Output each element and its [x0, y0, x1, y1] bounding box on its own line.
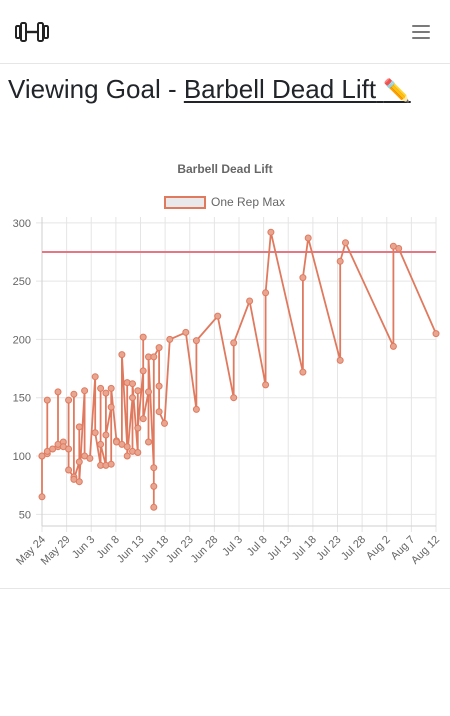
- data-point: [86, 454, 94, 462]
- page-title: Viewing Goal - Barbell Dead Lift ✏️: [8, 71, 411, 109]
- data-point: [342, 239, 349, 247]
- data-point: [129, 380, 136, 388]
- data-point: [75, 478, 83, 486]
- x-tick-label: Jul 23: [314, 534, 343, 563]
- data-point: [389, 342, 397, 350]
- x-tick-label: Jul 3: [220, 534, 245, 559]
- page-footer-area: [0, 589, 450, 716]
- data-point: [102, 389, 110, 397]
- data-point: [102, 431, 110, 439]
- x-tick-label: Jul 28: [339, 534, 368, 563]
- data-point: [192, 337, 200, 345]
- data-point: [230, 394, 238, 402]
- data-point: [81, 387, 89, 395]
- data-point: [336, 257, 344, 265]
- data-point: [214, 312, 222, 320]
- data-point: [75, 423, 83, 431]
- data-point: [70, 390, 78, 398]
- data-point: [107, 403, 115, 411]
- y-tick-label: 100: [13, 451, 31, 463]
- data-point: [43, 396, 51, 404]
- y-tick-label: 300: [13, 218, 31, 230]
- data-point: [432, 330, 440, 338]
- data-point: [182, 328, 190, 336]
- data-point: [139, 415, 147, 423]
- data-point: [91, 429, 99, 437]
- exercise-name-link[interactable]: Barbell Dead Lift ✏️: [184, 74, 411, 104]
- data-point: [192, 405, 200, 413]
- dumbbell-icon[interactable]: [15, 21, 49, 43]
- data-point: [123, 452, 131, 460]
- data-point: [38, 493, 46, 501]
- y-tick-label: 250: [13, 276, 31, 288]
- y-tick-label: 50: [19, 509, 31, 521]
- data-point: [155, 382, 163, 390]
- data-point: [336, 356, 344, 364]
- data-point: [246, 297, 254, 305]
- y-tick-label: 150: [13, 393, 31, 405]
- data-point: [97, 440, 105, 448]
- data-point: [150, 482, 158, 490]
- data-point: [155, 344, 163, 352]
- chart-title: Barbell Dead Lift: [177, 162, 272, 176]
- data-point: [107, 384, 115, 392]
- data-point: [267, 228, 275, 236]
- x-tick-label: Jul 18: [290, 534, 319, 563]
- hamburger-menu-icon[interactable]: [405, 18, 439, 46]
- one-rep-max-chart: Barbell Dead Lift One Rep Max 50 100 150 200 2…: [13, 162, 442, 568]
- data-point: [395, 245, 403, 252]
- x-tick-label: Aug 2: [364, 534, 393, 563]
- navbar: [0, 0, 450, 64]
- data-point: [166, 335, 174, 343]
- data-point: [65, 466, 73, 474]
- data-point: [299, 368, 307, 376]
- data-point: [123, 443, 131, 451]
- legend-swatch: [164, 196, 206, 209]
- data-point: [97, 384, 105, 392]
- data-point: [65, 396, 73, 404]
- data-point: [91, 373, 99, 381]
- data-point: [134, 387, 142, 395]
- data-point: [139, 333, 147, 341]
- x-tick-label: Jun 3: [70, 534, 98, 562]
- data-point: [134, 424, 142, 432]
- data-point: [54, 388, 62, 396]
- data-point: [65, 445, 73, 453]
- data-point: [262, 289, 270, 297]
- data-point: [299, 274, 307, 282]
- chart-container: Barbell Dead Lift One Rep Max 50 100 150 200 2…: [0, 152, 450, 589]
- data-point: [118, 351, 126, 359]
- data-point: [262, 381, 270, 389]
- data-point: [150, 464, 158, 472]
- legend-label: One Rep Max: [211, 195, 285, 209]
- data-point: [304, 234, 312, 242]
- data-point: [129, 394, 136, 402]
- data-point: [230, 339, 238, 347]
- x-tick-label: Jun 28: [189, 534, 221, 566]
- data-point: [75, 458, 83, 466]
- data-point: [145, 438, 152, 446]
- data-point: [150, 353, 158, 361]
- title-prefix: Viewing Goal -: [8, 74, 184, 104]
- data-point: [107, 460, 115, 468]
- data-point: [161, 419, 168, 427]
- y-tick-label: 200: [13, 334, 31, 346]
- x-tick-label: Jul 13: [265, 534, 294, 563]
- exercise-name: Barbell Dead Lift: [183, 74, 377, 104]
- edit-pencil-icon[interactable]: ✏️: [383, 78, 411, 103]
- data-point: [155, 408, 163, 416]
- data-point: [150, 503, 158, 511]
- data-point: [139, 367, 147, 375]
- data-point: [145, 388, 152, 396]
- data-point: [134, 449, 142, 456]
